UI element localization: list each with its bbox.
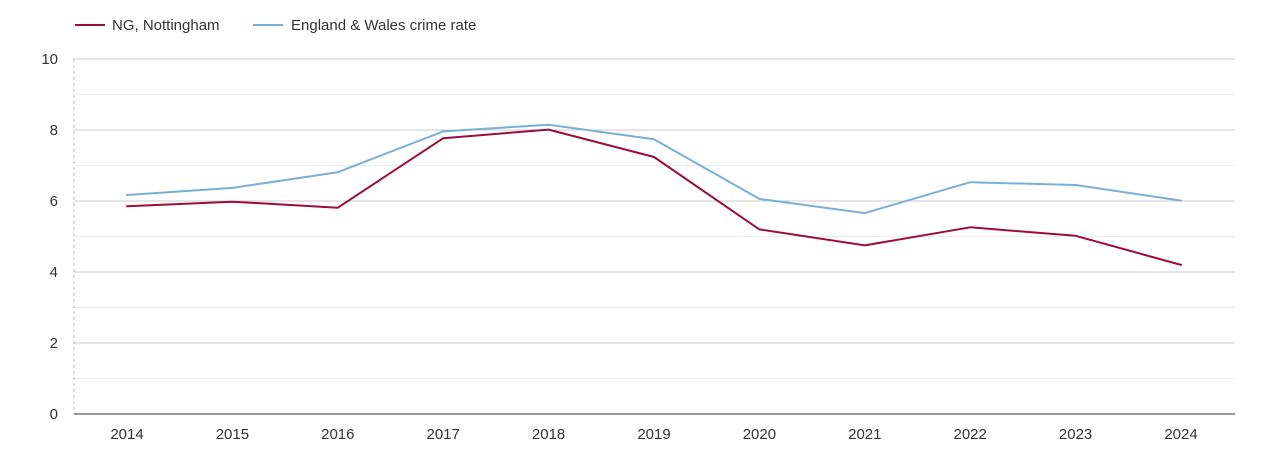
x-tick-label: 2021 bbox=[848, 426, 881, 443]
data-point bbox=[1178, 198, 1184, 204]
legend-label: NG, Nottingham bbox=[112, 17, 220, 34]
data-point bbox=[1073, 233, 1079, 239]
data-point bbox=[335, 205, 341, 211]
x-tick-label: 2017 bbox=[427, 426, 460, 443]
data-point bbox=[1073, 182, 1079, 188]
y-tick-label: 8 bbox=[50, 122, 58, 139]
data-point bbox=[756, 226, 762, 232]
x-tick-label: 2014 bbox=[110, 426, 143, 443]
data-point bbox=[651, 136, 657, 142]
data-point bbox=[124, 192, 130, 198]
series-layer bbox=[124, 123, 1184, 268]
data-point bbox=[756, 196, 762, 202]
y-tick-label: 6 bbox=[50, 193, 58, 210]
data-point bbox=[862, 210, 868, 216]
grid-layer bbox=[74, 58, 1235, 379]
y-tick-label: 2 bbox=[50, 335, 58, 352]
legend-item[interactable]: NG, Nottingham bbox=[75, 17, 220, 34]
data-point bbox=[546, 127, 552, 133]
y-tick-label: 4 bbox=[50, 264, 58, 281]
x-tick-label: 2018 bbox=[532, 426, 565, 443]
data-point bbox=[229, 199, 235, 205]
x-tick-label: 2019 bbox=[637, 426, 670, 443]
x-tick-label: 2015 bbox=[216, 426, 249, 443]
data-point bbox=[967, 224, 973, 230]
series-line-england-wales bbox=[126, 123, 1182, 215]
data-point bbox=[651, 154, 657, 160]
legend-item[interactable]: England & Wales crime rate bbox=[253, 17, 476, 34]
axis-layer: 0 2 4 6 8 10 2014 2015 2016 2017 2018 2019 2020 2021 2… bbox=[41, 51, 1235, 443]
series-line-nottingham bbox=[126, 128, 1182, 266]
x-tick-label: 2023 bbox=[1059, 426, 1092, 443]
data-point bbox=[967, 179, 973, 185]
x-tick-label: 2020 bbox=[743, 426, 776, 443]
x-tick-label: 2016 bbox=[321, 426, 354, 443]
data-point bbox=[229, 185, 235, 191]
x-tick-label: 2022 bbox=[954, 426, 987, 443]
data-point bbox=[440, 128, 446, 134]
legend-label: England & Wales crime rate bbox=[291, 17, 476, 34]
y-tick-label: 0 bbox=[50, 406, 58, 423]
data-point bbox=[862, 242, 868, 248]
data-point bbox=[124, 203, 130, 209]
x-tick-label: 2024 bbox=[1164, 426, 1197, 443]
legend[interactable]: NG, Nottingham England & Wales crime rate bbox=[75, 17, 476, 34]
y-tick-label: 10 bbox=[41, 51, 58, 68]
data-point bbox=[440, 135, 446, 141]
data-point bbox=[335, 169, 341, 175]
data-point bbox=[1178, 262, 1184, 268]
